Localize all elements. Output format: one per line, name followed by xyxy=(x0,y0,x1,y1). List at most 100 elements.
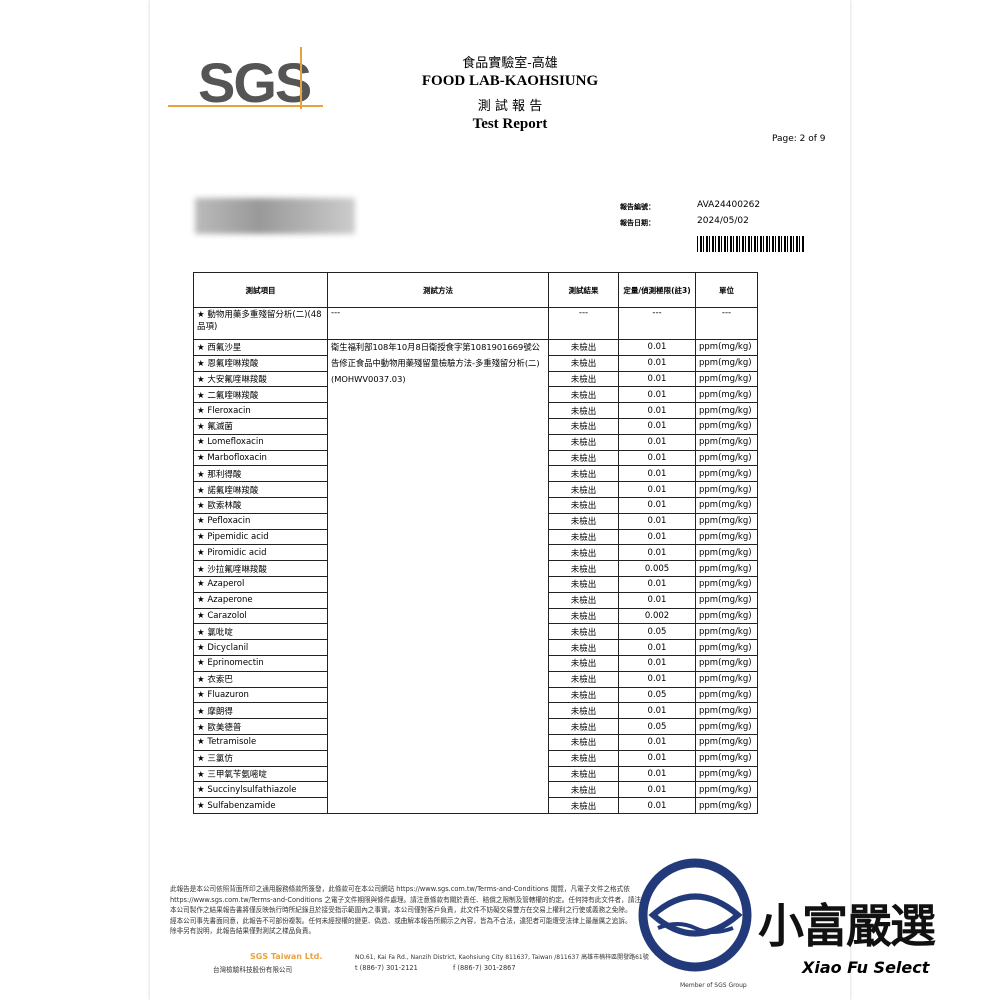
result: 未檢出 xyxy=(548,449,619,467)
unit: ppm(mg/kg) xyxy=(695,512,758,530)
unit: ppm(mg/kg) xyxy=(695,402,758,419)
unit: ppm(mg/kg) xyxy=(695,670,758,688)
test-item: Fleroxacin xyxy=(193,402,328,419)
result: 未檢出 xyxy=(548,686,619,704)
result: 未檢出 xyxy=(548,402,619,419)
limit: 0.01 xyxy=(618,512,696,530)
test-item: Lomefloxacin xyxy=(193,433,328,451)
limit: 0.01 xyxy=(618,733,696,751)
test-item: 西氟沙星 xyxy=(193,339,328,356)
test-item: Piromidic acid xyxy=(193,544,328,562)
test-item: Succinylsulfathiazole xyxy=(193,781,328,799)
test-item: 恩氟喹啉羧酸 xyxy=(193,354,328,372)
unit: ppm(mg/kg) xyxy=(695,339,758,356)
test-item: 沙拉氟喹啉羧酸 xyxy=(193,560,328,577)
page-number: Page: 2 of 9 xyxy=(772,134,826,144)
logo: SGS xyxy=(198,51,312,114)
test-item: 氯吡啶 xyxy=(193,623,328,641)
company-zh: 台灣檢驗科技股份有限公司 xyxy=(213,966,293,974)
label: 報告編號： xyxy=(620,203,655,211)
barcode xyxy=(697,236,805,252)
method: 衛生福利部108年10月8日衛授食字第1081901669號公告修正食品中動物用… xyxy=(327,339,549,814)
unit: ppm(mg/kg) xyxy=(695,528,758,546)
result: 未檢出 xyxy=(548,749,619,767)
limit: 0.01 xyxy=(618,765,696,783)
unit: ppm(mg/kg) xyxy=(695,623,758,641)
limit: 0.005 xyxy=(618,560,696,577)
test-item: Tetramisole xyxy=(193,733,328,751)
unit: ppm(mg/kg) xyxy=(695,607,758,625)
limit: 0.01 xyxy=(618,496,696,514)
limit: 0.01 xyxy=(618,797,696,814)
test-item: Pipemidic acid xyxy=(193,528,328,546)
result: 未檢出 xyxy=(548,670,619,688)
result: 未檢出 xyxy=(548,417,619,435)
result: 未檢出 xyxy=(548,607,619,625)
limit: 0.01 xyxy=(618,339,696,356)
group-row: 動物用藥多重殘留分析(二)(48品項)------------ xyxy=(193,307,758,340)
limit: 0.002 xyxy=(618,607,696,625)
en-report: Test Report xyxy=(472,116,548,132)
disclaimer-line: https://www.sgs.com.tw/Terms-and-Conditi… xyxy=(170,895,648,904)
limit: 0.05 xyxy=(618,623,696,641)
test-item: 諾氟喹啉羧酸 xyxy=(193,481,328,498)
unit: ppm(mg/kg) xyxy=(695,449,758,467)
disclaimer-line: 除非另有說明，此報告結果僅對測試之樣品負責。 xyxy=(170,927,316,935)
cell: --- xyxy=(327,307,549,340)
limit: 0.01 xyxy=(618,544,696,562)
test-item: 歐索林酸 xyxy=(193,496,328,514)
unit: ppm(mg/kg) xyxy=(695,718,758,735)
result: 未檢出 xyxy=(548,575,619,593)
result: 未檢出 xyxy=(548,339,619,356)
limit: 0.01 xyxy=(618,370,696,388)
test-item: Marbofloxacin xyxy=(193,449,328,467)
fax: f (886-7) 301-2867 xyxy=(453,964,516,972)
result: 未檢出 xyxy=(548,781,619,799)
header-row: 測試項目 測試方法 測試結果 定量/偵測極限(註3) 單位 xyxy=(193,272,758,308)
result: 未檢出 xyxy=(548,433,619,451)
limit: 0.01 xyxy=(618,354,696,372)
test-item: 三氯仿 xyxy=(193,749,328,767)
test-item: Dicyclanil xyxy=(193,639,328,656)
company: SGS Taiwan Ltd. xyxy=(250,952,323,961)
unit: ppm(mg/kg) xyxy=(695,417,758,435)
column-header: 定量/偵測極限(註3) xyxy=(618,272,696,308)
unit: ppm(mg/kg) xyxy=(695,591,758,609)
zh-lab: 食品實驗室-高雄 xyxy=(462,56,558,71)
limit: 0.05 xyxy=(618,686,696,704)
test-item: Pefloxacin xyxy=(193,512,328,530)
logo-line xyxy=(300,47,302,109)
result: 未檢出 xyxy=(548,591,619,609)
result: 未檢出 xyxy=(548,544,619,562)
unit: ppm(mg/kg) xyxy=(695,639,758,656)
result: 未檢出 xyxy=(548,528,619,546)
test-item: 衣索巴 xyxy=(193,670,328,688)
unit: ppm(mg/kg) xyxy=(695,749,758,767)
result: 未檢出 xyxy=(548,386,619,404)
cell: --- xyxy=(548,307,619,340)
result: 未檢出 xyxy=(548,512,619,530)
en-lab: FOOD LAB-KAOHSIUNG xyxy=(421,73,599,89)
result: 未檢出 xyxy=(548,797,619,814)
column-header: 測試結果 xyxy=(548,272,619,308)
report-date: 2024/05/02 xyxy=(697,216,749,226)
cell: --- xyxy=(618,307,696,340)
watermark-logo xyxy=(638,858,752,972)
test-item: Azaperol xyxy=(193,575,328,593)
limit: 0.01 xyxy=(618,528,696,546)
disclaimer-line: 本公司製作之結果報告書將僅反映執行時所紀錄且於接受指示範圍內之事實。本公司僅對客… xyxy=(170,906,632,914)
unit: ppm(mg/kg) xyxy=(695,481,758,498)
unit: ppm(mg/kg) xyxy=(695,544,758,562)
